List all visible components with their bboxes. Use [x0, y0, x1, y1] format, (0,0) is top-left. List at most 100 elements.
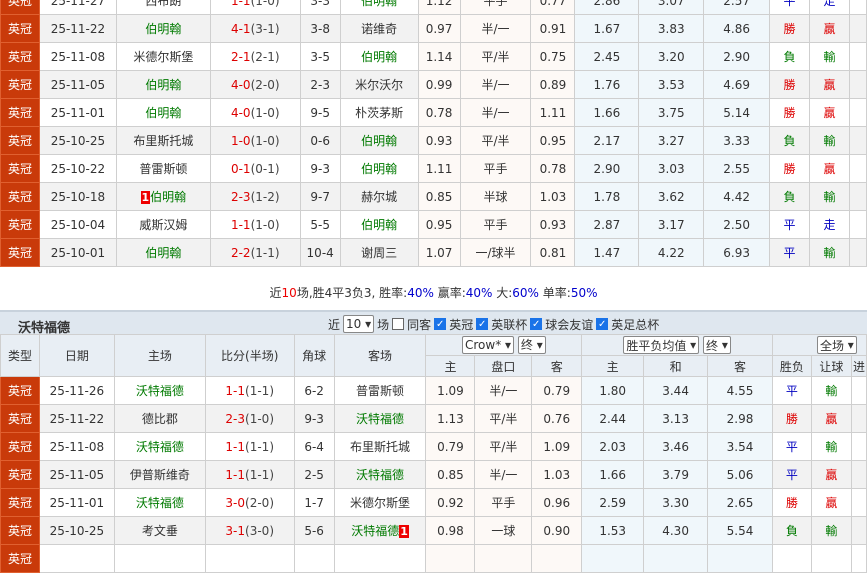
- asian-final-select[interactable]: 终 ▾: [517, 335, 546, 354]
- same-away-checkbox[interactable]: [392, 318, 405, 330]
- full-score[interactable]: 3-1: [225, 523, 246, 538]
- away-team[interactable]: 沃特福德: [356, 412, 405, 426]
- league-type[interactable]: 英冠: [0, 70, 40, 99]
- home-team[interactable]: 布里斯托城: [133, 134, 194, 148]
- home-team[interactable]: 伯明翰: [145, 22, 182, 36]
- filter-checkbox-3[interactable]: ✓: [596, 318, 609, 330]
- table-row: 英冠 25-11-01 沃特福德 3-0(2-0) 1-7 米德尔斯堡 0.92 平手 0.96…: [0, 488, 867, 517]
- home-team[interactable]: 伯明翰: [145, 106, 182, 120]
- full-score[interactable]: 1-1: [225, 439, 246, 454]
- full-score[interactable]: 1-1: [230, 217, 251, 232]
- full-score[interactable]: 2-2: [230, 245, 251, 260]
- handicap-result: 贏: [810, 404, 852, 433]
- euro-odds: 4.42: [703, 182, 771, 211]
- home-team[interactable]: 米德尔斯堡: [133, 50, 194, 64]
- home-team[interactable]: 伊普斯维奇: [129, 468, 190, 482]
- euro-odds: 3.54: [707, 432, 773, 461]
- home-team[interactable]: 西布朗: [145, 0, 182, 8]
- league-type[interactable]: 英冠: [0, 376, 40, 405]
- away-team[interactable]: 伯明翰: [361, 50, 398, 64]
- home-team[interactable]: 德比郡: [141, 412, 178, 426]
- league-type[interactable]: 英冠: [0, 488, 40, 517]
- asian-odds: 0.91: [530, 14, 576, 43]
- league-type[interactable]: 英冠: [0, 98, 40, 127]
- full-score[interactable]: 0-1: [230, 161, 251, 176]
- away-team[interactable]: 伯明翰: [361, 0, 398, 8]
- full-score[interactable]: 2-1: [230, 49, 251, 64]
- home-team[interactable]: 沃特福德: [135, 496, 184, 510]
- sub-header: 胜负: [771, 355, 812, 377]
- full-score[interactable]: 4-0: [230, 105, 251, 120]
- table-row: 英冠 25-11-22 伯明翰 4-1(3-1) 3-8 诺维奇 0.97 半/一 0.91 1.…: [0, 14, 867, 43]
- table-row: 英冠 25-11-08 米德尔斯堡 2-1(2-1) 3-5 伯明翰 1.14 平/半 0.75…: [0, 42, 867, 71]
- away-team[interactable]: 赫尔城: [361, 190, 398, 204]
- corner: 3-3: [299, 0, 341, 15]
- match-count-select[interactable]: 10 ▾: [343, 315, 375, 333]
- away-team[interactable]: 米尔沃尔: [355, 78, 404, 92]
- away-team[interactable]: 朴茨茅斯: [355, 106, 404, 120]
- home-team[interactable]: 伯明翰: [145, 78, 182, 92]
- euro-final-select[interactable]: 终 ▾: [703, 336, 731, 354]
- away-team[interactable]: 米德尔斯堡: [350, 496, 411, 510]
- scope-select[interactable]: 全场 ▾: [816, 336, 857, 354]
- league-type[interactable]: 英冠: [0, 460, 40, 489]
- filter-checkbox-2[interactable]: ✓: [530, 318, 543, 330]
- league-type[interactable]: 英冠: [0, 154, 40, 183]
- avg-odds-select[interactable]: 胜平负均值 ▾: [623, 336, 700, 354]
- company-select[interactable]: Crow* ▾: [461, 336, 515, 355]
- half-score: (1-0): [250, 105, 280, 120]
- league-type[interactable]: 英冠: [0, 544, 40, 573]
- away-team[interactable]: 沃特福德: [351, 524, 400, 538]
- asian-odds: 一球: [474, 516, 533, 545]
- full-score[interactable]: 1-0: [230, 133, 251, 148]
- home-team[interactable]: 沃特福德: [135, 384, 184, 398]
- away-team[interactable]: 诺维奇: [361, 22, 398, 36]
- full-score[interactable]: 1-1: [225, 467, 246, 482]
- away-team[interactable]: 谢周三: [361, 246, 398, 260]
- result: 勝: [771, 488, 812, 517]
- home-team[interactable]: 伯明翰: [145, 246, 182, 260]
- league-type[interactable]: 英冠: [0, 126, 40, 155]
- euro-odds: 1.67: [574, 14, 640, 43]
- away-team[interactable]: 伯明翰: [361, 162, 398, 176]
- asian-odds: 0.79: [425, 432, 476, 461]
- league-type[interactable]: 英冠: [0, 238, 40, 267]
- home-team[interactable]: 威斯汉姆: [139, 218, 188, 232]
- away-team[interactable]: 布里斯托城: [350, 440, 411, 454]
- away-team[interactable]: 沃特福德: [356, 468, 405, 482]
- home-team[interactable]: 伯明翰: [150, 190, 187, 204]
- full-score[interactable]: 1-1: [230, 0, 251, 8]
- euro-odds: 3.13: [643, 404, 709, 433]
- full-score[interactable]: 4-1: [230, 21, 251, 36]
- league-type[interactable]: 英冠: [0, 0, 40, 15]
- league-type[interactable]: 英冠: [0, 42, 40, 71]
- red-card-badge: 1: [399, 525, 409, 538]
- home-team[interactable]: 沃特福德: [135, 440, 184, 454]
- asian-odds: 0.92: [425, 488, 476, 517]
- full-score[interactable]: 2-3: [230, 189, 251, 204]
- full-score[interactable]: 4-0: [230, 77, 251, 92]
- league-type[interactable]: 英冠: [0, 14, 40, 43]
- away-team[interactable]: 伯明翰: [361, 134, 398, 148]
- league-type[interactable]: 英冠: [0, 516, 40, 545]
- euro-odds: 3.27: [638, 126, 705, 155]
- handicap-result: 輸: [809, 42, 850, 71]
- league-type[interactable]: 英冠: [0, 182, 40, 211]
- away-team[interactable]: 普雷斯顿: [356, 384, 405, 398]
- league-type[interactable]: 英冠: [0, 432, 40, 461]
- asian-odds: 0.98: [425, 516, 476, 545]
- away-team[interactable]: 伯明翰: [361, 218, 398, 232]
- home-team[interactable]: 考文垂: [141, 524, 178, 538]
- full-score[interactable]: 3-0: [225, 495, 246, 510]
- full-score[interactable]: 2-3: [225, 411, 246, 426]
- home-team[interactable]: 普雷斯顿: [139, 162, 188, 176]
- handicap-result: 贏: [809, 154, 850, 183]
- league-type[interactable]: 英冠: [0, 210, 40, 239]
- filter-checkbox-0[interactable]: ✓: [434, 318, 447, 330]
- asian-odds: [474, 544, 533, 573]
- chevron-down-icon: ▾: [365, 317, 372, 331]
- asian-odds: 半/一: [474, 460, 533, 489]
- league-type[interactable]: 英冠: [0, 404, 40, 433]
- full-score[interactable]: 1-1: [225, 383, 246, 398]
- filter-checkbox-1[interactable]: ✓: [476, 318, 489, 330]
